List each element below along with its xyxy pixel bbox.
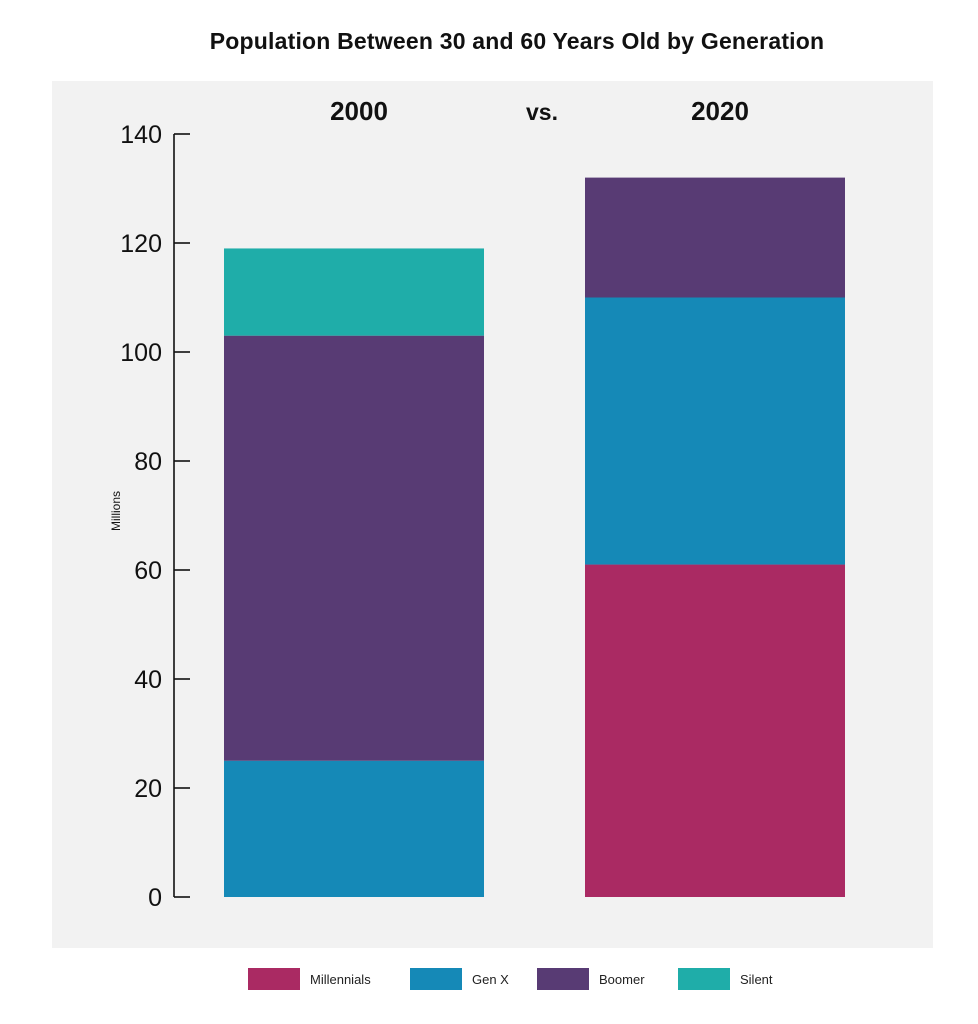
legend-item-silent: Silent: [678, 966, 773, 992]
legend: Millennials Gen X Boomer Silent: [0, 966, 978, 992]
y-tick-label: 120: [120, 230, 162, 258]
legend-swatch-millennials: [248, 968, 300, 990]
legend-label-silent: Silent: [740, 971, 773, 987]
legend-swatch-silent: [678, 968, 730, 990]
y-tick-label: 40: [134, 666, 162, 694]
category-label-2020: 2020: [691, 96, 749, 126]
bar-2020-millennials: [585, 564, 845, 897]
legend-item-boomer: Boomer: [537, 966, 645, 992]
y-tick-label: 100: [120, 339, 162, 367]
y-axis-label: Millions: [109, 491, 123, 531]
y-tick-label: 20: [134, 775, 162, 803]
bar-2020-gen-x: [585, 297, 845, 565]
bar-2020-boomer: [585, 177, 845, 298]
y-tick-label: 80: [134, 448, 162, 476]
legend-label-millennials: Millennials: [310, 971, 371, 987]
category-label-2000: 2000: [330, 96, 388, 126]
chart-title: Population Between 30 and 60 Years Old b…: [209, 28, 825, 54]
legend-swatch-boomer: [537, 968, 589, 990]
bar-2000-gen-x: [224, 760, 484, 897]
y-tick-label: 140: [120, 121, 162, 149]
y-tick-label: 0: [148, 884, 162, 912]
stacked-bar-chart: 0 20 40 60 80 100 120 140 Millions 2000 2020 vs.: [109, 96, 845, 912]
y-tick-label: 60: [134, 557, 162, 585]
vs-label: vs.: [526, 99, 558, 125]
legend-label-boomer: Boomer: [599, 971, 645, 987]
legend-label-gen-x: Gen X: [472, 971, 509, 987]
legend-item-millennials: Millennials: [248, 966, 371, 992]
legend-swatch-gen-x: [410, 968, 462, 990]
bar-2000-boomer: [224, 335, 484, 761]
bar-2000-silent: [224, 248, 484, 336]
legend-item-gen-x: Gen X: [410, 966, 509, 992]
